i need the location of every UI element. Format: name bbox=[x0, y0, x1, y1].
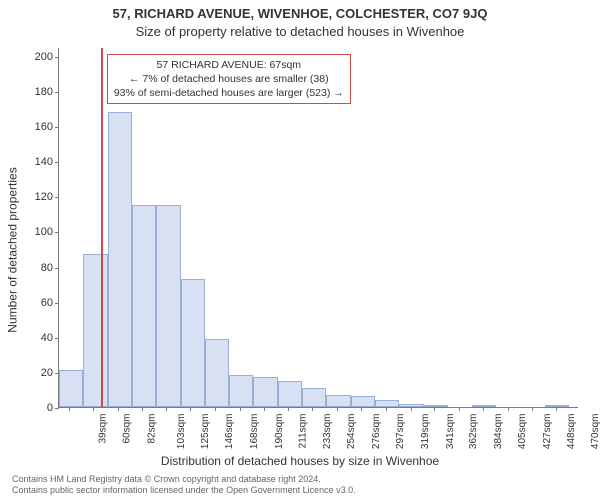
x-tick-mark bbox=[215, 407, 216, 411]
x-tick-label: 448sqm bbox=[566, 414, 577, 450]
x-tick-label: 125sqm bbox=[200, 414, 211, 450]
footnote-line: Contains public sector information licen… bbox=[12, 485, 588, 496]
x-tick-mark bbox=[93, 407, 94, 411]
histogram-bar bbox=[156, 205, 180, 407]
x-tick-mark bbox=[434, 407, 435, 411]
histogram-bar bbox=[205, 339, 229, 407]
histogram-bar bbox=[375, 400, 399, 407]
histogram-bar bbox=[108, 112, 132, 407]
chart-title: 57, RICHARD AVENUE, WIVENHOE, COLCHESTER… bbox=[0, 6, 600, 21]
x-tick-mark bbox=[532, 407, 533, 411]
chart-container: 57, RICHARD AVENUE, WIVENHOE, COLCHESTER… bbox=[0, 0, 600, 500]
x-tick-label: 427sqm bbox=[542, 414, 553, 450]
x-tick-mark bbox=[556, 407, 557, 411]
x-tick-label: 60sqm bbox=[121, 414, 132, 444]
chart-subtitle: Size of property relative to detached ho… bbox=[0, 24, 600, 39]
x-tick-mark bbox=[288, 407, 289, 411]
x-tick-mark bbox=[483, 407, 484, 411]
histogram-bar bbox=[181, 279, 205, 407]
x-tick-label: 103sqm bbox=[176, 414, 187, 450]
x-tick-mark bbox=[386, 407, 387, 411]
y-tick-mark bbox=[55, 338, 59, 339]
x-tick-label: 190sqm bbox=[274, 414, 285, 450]
x-tick-mark bbox=[142, 407, 143, 411]
x-tick-mark bbox=[240, 407, 241, 411]
y-tick-mark bbox=[55, 408, 59, 409]
x-tick-mark bbox=[166, 407, 167, 411]
x-tick-label: 297sqm bbox=[395, 414, 406, 450]
x-axis-label: Distribution of detached houses by size … bbox=[0, 454, 600, 468]
x-tick-label: 276sqm bbox=[371, 414, 382, 450]
plot-area: 02040608010012014016018020039sqm60sqm82s… bbox=[58, 48, 578, 408]
x-tick-mark bbox=[264, 407, 265, 411]
histogram-bar bbox=[59, 370, 83, 407]
x-tick-label: 211sqm bbox=[297, 414, 308, 449]
histogram-bar bbox=[132, 205, 156, 407]
annotation-line: 57 RICHARD AVENUE: 67sqm bbox=[114, 58, 344, 72]
x-tick-label: 82sqm bbox=[146, 414, 157, 444]
property-size-marker bbox=[101, 48, 103, 407]
histogram-bar bbox=[424, 405, 448, 407]
histogram-bar bbox=[83, 254, 107, 407]
histogram-bar bbox=[302, 388, 326, 407]
y-tick-mark bbox=[55, 162, 59, 163]
histogram-bar bbox=[326, 395, 350, 407]
y-axis-label: Number of detached properties bbox=[6, 0, 20, 500]
y-tick-mark bbox=[55, 303, 59, 304]
annotation-line: 93% of semi-detached houses are larger (… bbox=[114, 86, 344, 100]
histogram-bar bbox=[472, 405, 496, 407]
annotation-box: 57 RICHARD AVENUE: 67sqm← 7% of detached… bbox=[107, 54, 351, 104]
histogram-bar bbox=[253, 377, 277, 407]
x-tick-label: 319sqm bbox=[420, 414, 431, 450]
x-tick-label: 470sqm bbox=[590, 414, 600, 450]
x-tick-label: 384sqm bbox=[493, 414, 504, 450]
x-tick-mark bbox=[361, 407, 362, 411]
x-tick-mark bbox=[337, 407, 338, 411]
y-tick-label: 60 bbox=[41, 297, 53, 309]
annotation-line: ← 7% of detached houses are smaller (38) bbox=[114, 72, 344, 86]
y-tick-label: 200 bbox=[35, 51, 53, 63]
x-tick-mark bbox=[69, 407, 70, 411]
y-tick-mark bbox=[55, 268, 59, 269]
x-tick-label: 362sqm bbox=[468, 414, 479, 450]
x-tick-label: 341sqm bbox=[445, 414, 456, 450]
y-tick-label: 100 bbox=[35, 226, 53, 238]
y-tick-mark bbox=[55, 127, 59, 128]
y-tick-label: 160 bbox=[35, 121, 53, 133]
footnote-line: Contains HM Land Registry data © Crown c… bbox=[12, 474, 588, 485]
y-tick-label: 40 bbox=[41, 332, 53, 344]
histogram-bar bbox=[229, 375, 253, 407]
y-tick-label: 140 bbox=[35, 156, 53, 168]
x-tick-mark bbox=[508, 407, 509, 411]
y-tick-mark bbox=[55, 92, 59, 93]
y-tick-label: 120 bbox=[35, 191, 53, 203]
histogram-bar bbox=[351, 396, 375, 407]
y-tick-mark bbox=[55, 197, 59, 198]
x-tick-mark bbox=[118, 407, 119, 411]
x-tick-mark bbox=[459, 407, 460, 411]
x-tick-label: 39sqm bbox=[98, 414, 109, 444]
histogram-bar bbox=[278, 381, 302, 407]
x-tick-mark bbox=[190, 407, 191, 411]
x-tick-label: 405sqm bbox=[517, 414, 528, 450]
footnote: Contains HM Land Registry data © Crown c… bbox=[12, 474, 588, 496]
x-tick-label: 168sqm bbox=[249, 414, 260, 450]
y-tick-label: 180 bbox=[35, 86, 53, 98]
y-tick-label: 20 bbox=[41, 367, 53, 379]
x-tick-label: 233sqm bbox=[323, 414, 334, 450]
y-tick-mark bbox=[55, 232, 59, 233]
y-tick-label: 80 bbox=[41, 262, 53, 274]
y-tick-mark bbox=[55, 57, 59, 58]
x-tick-mark bbox=[411, 407, 412, 411]
x-tick-label: 146sqm bbox=[224, 414, 235, 450]
x-tick-mark bbox=[312, 407, 313, 411]
x-tick-label: 254sqm bbox=[346, 414, 357, 450]
y-tick-label: 0 bbox=[47, 402, 53, 414]
